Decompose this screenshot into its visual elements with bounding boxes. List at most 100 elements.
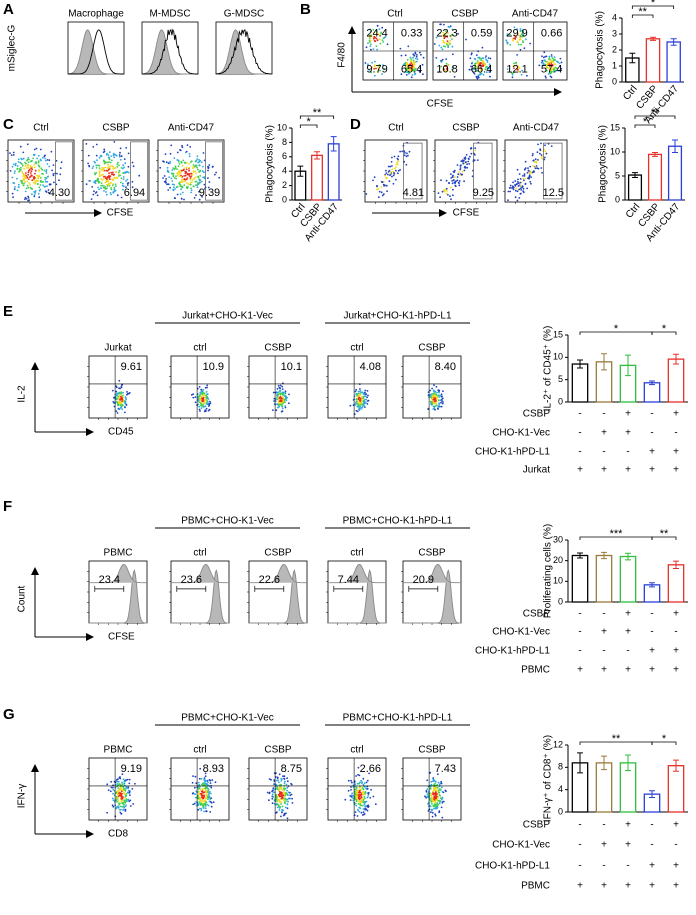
cell-dot: [276, 406, 279, 409]
cell-dot: [412, 66, 415, 69]
cell-dot: [440, 23, 442, 26]
condition-sign: +: [601, 665, 607, 676]
cell-dot: [208, 793, 211, 795]
axis-label: F4/80: [337, 42, 348, 68]
cell-dot: [169, 186, 172, 189]
cell-dot: [189, 161, 192, 164]
cell-dot: [484, 64, 486, 67]
cell-dot: [205, 402, 208, 404]
cell-dot: [118, 392, 121, 395]
cell-dot: [113, 188, 116, 191]
gate: [403, 142, 423, 200]
cell-dot: [435, 57, 438, 59]
cell-dot: [132, 803, 135, 805]
significance-bracket: [651, 741, 677, 745]
cell-dot: [200, 796, 203, 798]
cell-dot: [516, 190, 519, 193]
cell-dot: [458, 182, 460, 185]
cell-dot: [433, 395, 435, 398]
cell-dot: [190, 160, 193, 163]
cell-dot: [270, 778, 272, 781]
cell-dot: [190, 394, 193, 396]
cell-dot: [517, 182, 520, 185]
cell-dot: [284, 395, 286, 397]
cell-dot: [360, 811, 363, 814]
cell-dot: [127, 786, 130, 789]
cell-dot: [35, 179, 38, 182]
cell-dot: [97, 164, 99, 167]
cell-dot: [350, 789, 352, 791]
cell-dot: [176, 151, 179, 154]
cell-dot: [406, 71, 408, 73]
cell-dot: [278, 809, 281, 811]
cell-dot: [123, 166, 125, 169]
condition-sign: -: [578, 409, 581, 420]
cell-dot: [100, 187, 103, 190]
cell-dot: [121, 805, 124, 808]
cell-dot: [546, 66, 549, 68]
cell-dot: [551, 60, 553, 63]
cell-dot: [16, 165, 19, 167]
cell-dot: [100, 174, 103, 176]
cell-dot: [17, 161, 20, 163]
cell-dot: [125, 171, 128, 174]
cell-dot: [11, 192, 14, 195]
histogram: [215, 28, 273, 75]
cell-dot: [114, 189, 117, 192]
cell-dot: [540, 142, 542, 145]
cell-dot: [32, 157, 34, 160]
cell-dot: [280, 815, 282, 818]
cell-dot: [356, 792, 359, 795]
cell-dot: [403, 62, 406, 65]
y-tick-label: 2: [612, 44, 617, 54]
cell-dot: [291, 797, 293, 800]
error-bar: [577, 752, 583, 774]
cell-dot: [103, 162, 106, 165]
cell-dot: [55, 183, 58, 186]
gate-value: 4.08: [360, 361, 381, 373]
cell-dot: [440, 46, 443, 49]
cell-dot: [39, 184, 42, 186]
cell-dot: [383, 37, 386, 39]
cell-dot: [202, 152, 205, 154]
cell-dot: [198, 783, 201, 786]
cell-dot: [194, 775, 197, 778]
cell-dot: [513, 37, 515, 40]
cell-dot: [369, 39, 372, 42]
cell-dot: [207, 177, 209, 180]
cell-dot: [120, 386, 123, 389]
cell-dot: [204, 787, 207, 790]
cell-dot: [543, 158, 546, 161]
cell-dot: [192, 164, 195, 166]
cell-dot: [549, 59, 551, 62]
cell-dot: [126, 778, 129, 781]
cell-dot: [110, 187, 112, 189]
histogram: [89, 563, 147, 584]
cell-dot: [369, 797, 372, 799]
bar: [327, 143, 340, 201]
cell-dot: [28, 158, 30, 161]
cell-dot: [432, 405, 435, 408]
cell-dot: [520, 73, 523, 76]
cell-dot: [373, 37, 375, 39]
cell-dot: [110, 193, 112, 196]
cell-dot: [367, 394, 369, 397]
cell-dot: [479, 65, 482, 67]
gate-value: 4.81: [403, 187, 424, 199]
cell-dot: [50, 150, 53, 153]
cell-dot: [452, 170, 455, 173]
cell-dot: [105, 161, 108, 164]
cell-dot: [422, 73, 424, 76]
cell-dot: [443, 23, 445, 26]
cell-dot: [489, 65, 491, 68]
histogram: [328, 569, 386, 624]
cell-dot: [31, 166, 33, 168]
cell-dot: [109, 192, 112, 194]
cell-dot: [440, 401, 442, 404]
cell-dot: [212, 801, 215, 804]
cell-dot: [134, 782, 136, 785]
cell-dot: [111, 797, 114, 800]
cell-dot: [44, 154, 46, 157]
condition-label: CHO-K1-hPD-L1: [475, 447, 550, 458]
cell-dot: [119, 776, 121, 778]
